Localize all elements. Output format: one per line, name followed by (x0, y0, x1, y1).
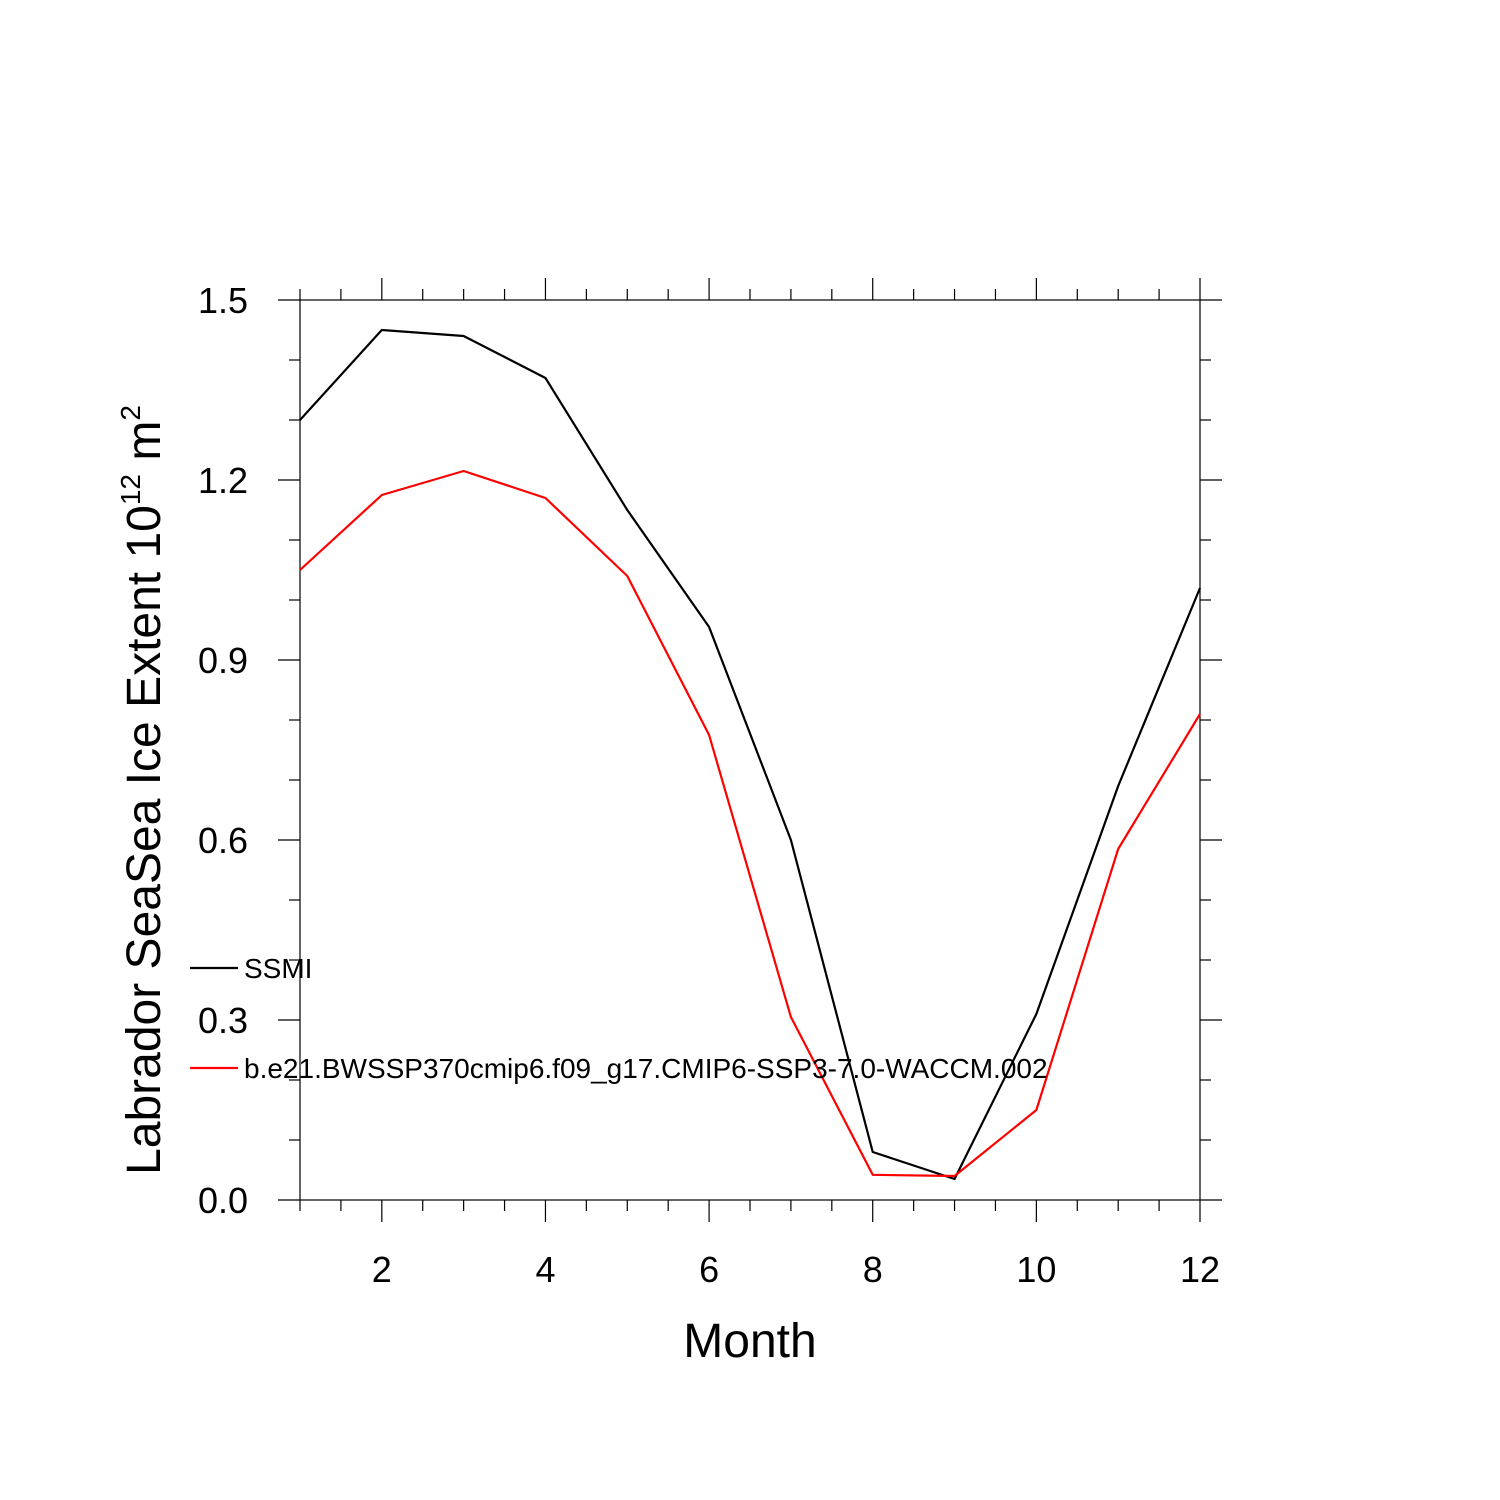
y-tick-label: 0.0 (198, 1180, 248, 1221)
legend: SSMI b.e21.BWSSP370cmip6.f09_g17.CMIP6-SS… (190, 953, 1048, 1084)
plot-frame (299, 299, 1201, 1201)
y-axis-title: Labrador SeaSea Ice Extent 1012 m2 (115, 405, 171, 1175)
y-tick-label: 0.9 (198, 640, 248, 681)
series-line-1 (299, 328, 1202, 1181)
x-tick-label: 10 (1016, 1249, 1056, 1290)
x-tick-label: 8 (863, 1249, 883, 1290)
y-tick-label: 1.5 (198, 280, 248, 321)
y-tick-label: 0.6 (198, 820, 248, 861)
y-axis-title-unit: m (118, 421, 171, 474)
major-ticks (278, 278, 1222, 1222)
x-tick-labels: 2 4 6 8 10 12 (372, 1249, 1220, 1290)
x-tick-label: 6 (699, 1249, 719, 1290)
y-axis-title-unit-exponent: 2 (115, 405, 146, 421)
x-tick-label: 4 (535, 1249, 555, 1290)
series-lines (299, 328, 1202, 1181)
y-tick-labels: 0.0 0.3 0.6 0.9 1.2 1.5 (198, 280, 248, 1221)
series-line-2 (299, 469, 1201, 1178)
y-axis-title-exponent: 12 (115, 474, 146, 505)
legend-label: b.e21.BWSSP370cmip6.f09_g17.CMIP6-SSP3-7… (244, 1053, 1048, 1084)
x-tick-label: 12 (1180, 1249, 1220, 1290)
minor-ticks (289, 289, 1211, 1211)
x-tick-label: 2 (372, 1249, 392, 1290)
y-tick-label: 1.2 (198, 460, 248, 501)
x-axis-title: Month (683, 1315, 816, 1368)
legend-label: SSMI (244, 953, 312, 984)
y-tick-label: 0.3 (198, 1000, 248, 1041)
y-axis-title-main: Labrador SeaSea Ice Extent 10 (118, 505, 171, 1175)
